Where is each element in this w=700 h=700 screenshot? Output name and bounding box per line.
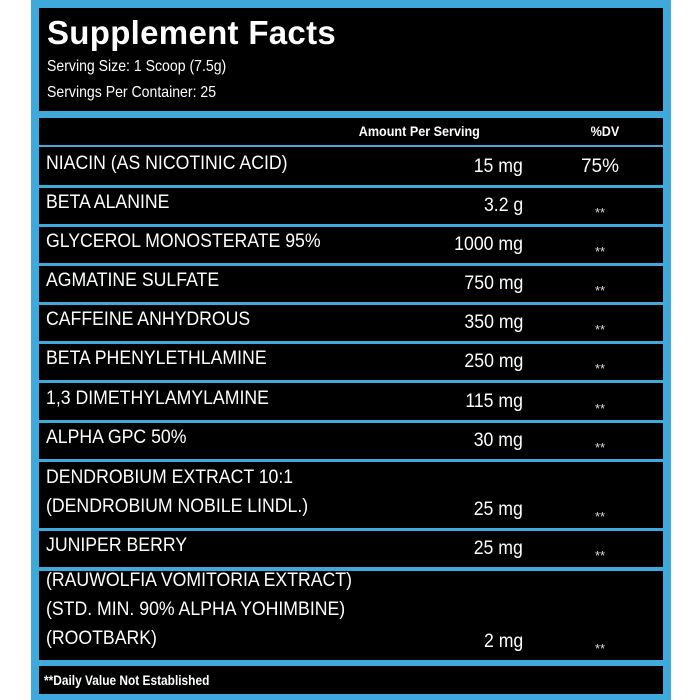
supplement-facts-label: Supplement Facts Serving Size: 1 Scoop (… <box>31 0 671 700</box>
ingredient-row: BETA ALANINE 3.2 g ** <box>39 188 663 224</box>
amount-column-header: Amount Per Serving <box>358 123 480 139</box>
label-title: Supplement Facts <box>47 14 337 51</box>
ingredient-name: DENDROBIUM EXTRACT 10:1 (DENDROBIUM NOBI… <box>46 467 309 517</box>
ingredient-amount: 25 mg <box>473 499 523 520</box>
ingredient-amount: 30 mg <box>473 430 523 451</box>
header-panel: Supplement Facts Serving Size: 1 Scoop (… <box>39 8 663 111</box>
footer-note: **Daily Value Not Established <box>44 672 210 688</box>
column-header-row: Amount Per Serving %DV <box>39 118 663 145</box>
ingredient-dv: ** <box>594 509 606 524</box>
ingredient-amount: 115 mg <box>465 391 523 412</box>
servings-per-container: Servings Per Container: 25 <box>47 84 217 101</box>
ingredient-name: GLYCEROL MONOSTERATE 95% <box>46 231 321 252</box>
ingredient-dv: ** <box>594 440 606 455</box>
ingredient-dv: ** <box>594 322 606 337</box>
ingredient-name: NIACIN (AS NICOTINIC ACID) <box>46 153 288 174</box>
ingredient-dv: 75% <box>580 156 620 177</box>
ingredient-row: GLYCEROL MONOSTERATE 95% 1000 mg ** <box>39 227 663 263</box>
ingredient-name: AGMATINE SULFATE <box>46 270 220 291</box>
ingredient-dv: ** <box>594 205 606 220</box>
ingredient-row: NIACIN (AS NICOTINIC ACID) 15 mg 75% <box>39 147 663 185</box>
ingredient-dv: ** <box>594 641 606 656</box>
ingredient-row: BETA PHENYLETHLAMINE 250 mg ** <box>39 344 663 380</box>
ingredient-name: (RAUWOLFIA VOMITORIA EXTRACT) (STD. MIN.… <box>46 570 352 649</box>
ingredient-name: CAFFEINE ANHYDROUS <box>46 309 251 330</box>
ingredient-amount: 350 mg <box>464 312 523 333</box>
ingredient-amount: 1000 mg <box>454 234 523 255</box>
ingredient-name: ALPHA GPC 50% <box>46 427 187 448</box>
ingredient-row: ALPHA GPC 50% 30 mg ** <box>39 423 663 459</box>
ingredient-row: JUNIPER BERRY 25 mg ** <box>39 531 663 567</box>
ingredient-row: AGMATINE SULFATE 750 mg ** <box>39 266 663 302</box>
ingredient-name: BETA PHENYLETHLAMINE <box>46 348 267 369</box>
ingredient-row: (RAUWOLFIA VOMITORIA EXTRACT) (STD. MIN.… <box>39 570 663 660</box>
ingredient-row: DENDROBIUM EXTRACT 10:1 (DENDROBIUM NOBI… <box>39 462 663 528</box>
footer-note-panel: **Daily Value Not Established <box>39 666 663 694</box>
ingredient-name: JUNIPER BERRY <box>46 535 188 556</box>
ingredient-amount: 750 mg <box>464 273 523 294</box>
ingredient-name: 1,3 DIMETHYLAMYLAMINE <box>46 388 269 409</box>
ingredient-dv: ** <box>594 283 606 298</box>
ingredient-dv: ** <box>594 548 606 563</box>
ingredient-amount: 2 mg <box>483 631 523 652</box>
dv-column-header: %DV <box>590 123 620 139</box>
ingredient-dv: ** <box>594 361 606 376</box>
ingredient-row: CAFFEINE ANHYDROUS 350 mg ** <box>39 305 663 341</box>
ingredient-dv: ** <box>594 401 606 416</box>
ingredient-amount: 25 mg <box>473 538 523 559</box>
serving-size: Serving Size: 1 Scoop (7.5g) <box>47 58 227 75</box>
ingredient-amount: 3.2 g <box>483 195 523 216</box>
ingredient-dv: ** <box>594 244 606 259</box>
ingredient-amount: 250 mg <box>464 351 523 372</box>
ingredient-amount: 15 mg <box>473 156 523 177</box>
ingredient-row: 1,3 DIMETHYLAMYLAMINE 115 mg ** <box>39 383 663 420</box>
ingredient-name: BETA ALANINE <box>46 192 170 213</box>
